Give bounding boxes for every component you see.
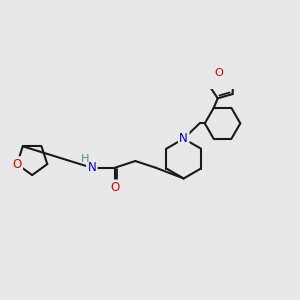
Text: H: H <box>81 154 90 164</box>
Text: N: N <box>88 161 96 174</box>
Text: O: O <box>214 68 223 78</box>
Text: N: N <box>179 132 188 145</box>
Text: O: O <box>12 158 22 171</box>
Text: O: O <box>110 181 119 194</box>
